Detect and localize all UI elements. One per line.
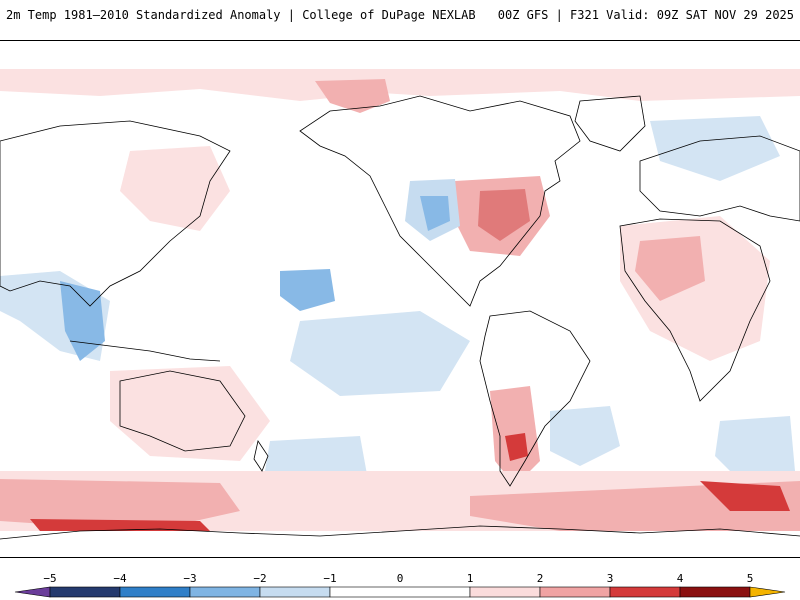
antarctica-coast	[0, 525, 800, 540]
colorbar-tick-label: −5	[43, 572, 57, 585]
colorbar-bin	[14, 586, 51, 598]
colorbar-bin	[189, 586, 261, 598]
south-atlantic-cool-region	[550, 406, 620, 466]
eastern-us-warm-core	[478, 189, 530, 241]
colorbar-tick-label: 4	[676, 572, 684, 585]
antarctic-ross-core	[30, 519, 210, 531]
africa-coast	[619, 218, 771, 402]
sahel-warm-core	[635, 236, 705, 301]
colorbar-bin	[329, 586, 471, 598]
colorbar-bar	[14, 586, 786, 598]
australia-coast	[119, 370, 246, 452]
colorbar-bin	[49, 586, 121, 598]
south-indian-cool-region	[715, 416, 795, 481]
east-pacific-cool-region	[290, 311, 470, 396]
new-zealand-coast	[253, 439, 269, 472]
colorbar: −5 −4 −3 −2 −1 0 1 2 3 4 5	[0, 572, 800, 600]
model-run-valid-time: 00Z GFS | F321 Valid: 09Z SAT NOV 29 202…	[497, 8, 794, 22]
colorbar-bin	[259, 586, 331, 598]
coastlines	[0, 95, 800, 540]
central-pacific-cool-blob	[280, 269, 335, 311]
europe-coast	[639, 135, 800, 222]
patagonia-warm-core	[505, 433, 528, 461]
central-us-cool-core	[420, 196, 450, 231]
greenland-coast	[574, 95, 646, 152]
anomaly-shading	[0, 69, 800, 531]
colorbar-bin	[539, 586, 611, 598]
arctic-warm-region	[0, 69, 800, 101]
bering-warm-region	[315, 79, 390, 113]
colorbar-tick-label: 1	[466, 572, 474, 585]
header: 2m Temp 1981–2010 Standardized Anomaly |…	[0, 0, 800, 30]
colorbar-tick-label: 3	[606, 572, 614, 585]
colorbar-tick-label: 2	[536, 572, 544, 585]
asia-coast	[0, 120, 231, 307]
colorbar-bin	[749, 586, 786, 598]
colorbar-tick-label: 0	[396, 572, 404, 585]
east-asia-warm-region	[120, 146, 230, 231]
colorbar-tick-label: 5	[746, 572, 754, 585]
colorbar-tick-label: −3	[183, 572, 197, 585]
indonesia-coast	[69, 340, 221, 362]
colorbar-tick-label: −1	[323, 572, 337, 585]
map-title: 2m Temp 1981–2010 Standardized Anomaly |…	[6, 8, 476, 22]
antarctic-east-core	[700, 481, 790, 511]
colorbar-bin	[119, 586, 191, 598]
anomaly-map[interactable]	[0, 40, 800, 558]
antarctic-warm-strong	[0, 479, 240, 531]
colorbar-bin	[609, 586, 681, 598]
colorbar-tick-label: −2	[253, 572, 267, 585]
colorbar-bin	[679, 586, 751, 598]
australia-warm-region	[110, 366, 270, 461]
map-canvas	[0, 41, 800, 557]
colorbar-bin	[469, 586, 541, 598]
south-america-coast	[479, 310, 591, 487]
north-america-coast	[299, 95, 581, 307]
north-atlantic-cool-region	[650, 116, 780, 181]
colorbar-tick-label: −4	[113, 572, 127, 585]
